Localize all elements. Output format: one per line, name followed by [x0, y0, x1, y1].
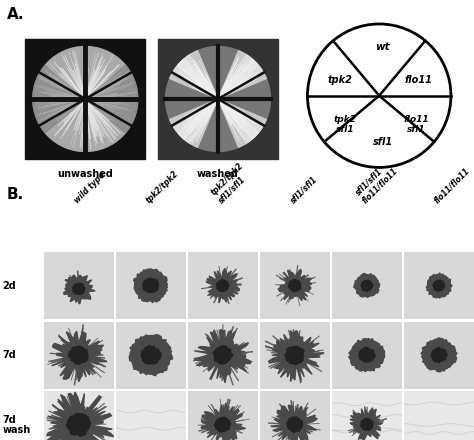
Polygon shape: [361, 280, 373, 291]
Polygon shape: [349, 338, 384, 371]
Polygon shape: [421, 338, 457, 372]
Polygon shape: [52, 331, 107, 382]
Wedge shape: [218, 51, 266, 99]
Wedge shape: [218, 99, 258, 139]
Text: washed: washed: [197, 169, 239, 179]
Wedge shape: [170, 99, 218, 147]
Text: wild type: wild type: [73, 170, 107, 205]
Wedge shape: [174, 99, 218, 143]
Text: flo11: flo11: [405, 75, 433, 85]
Polygon shape: [26, 39, 145, 159]
Text: wt: wt: [375, 42, 390, 52]
Text: sfl1/sfl1: sfl1/sfl1: [289, 174, 319, 205]
Polygon shape: [201, 403, 246, 440]
Text: sfl1: sfl1: [373, 137, 393, 147]
Polygon shape: [361, 418, 373, 430]
Text: tpk2: tpk2: [328, 75, 352, 85]
Polygon shape: [426, 273, 452, 298]
Polygon shape: [287, 417, 303, 433]
Polygon shape: [359, 347, 375, 362]
Polygon shape: [269, 331, 324, 381]
Circle shape: [308, 24, 451, 168]
Text: 2d: 2d: [2, 281, 16, 290]
Polygon shape: [354, 273, 380, 297]
Polygon shape: [129, 335, 173, 376]
Polygon shape: [143, 278, 158, 293]
Wedge shape: [218, 59, 258, 99]
Polygon shape: [158, 39, 278, 159]
Circle shape: [165, 47, 271, 151]
Polygon shape: [216, 279, 228, 292]
Polygon shape: [350, 408, 383, 440]
Wedge shape: [218, 55, 262, 99]
Polygon shape: [206, 268, 239, 303]
Polygon shape: [213, 346, 233, 364]
Polygon shape: [194, 330, 251, 383]
Text: flo11
sfl1: flo11 sfl1: [404, 115, 429, 134]
Wedge shape: [33, 65, 85, 133]
Wedge shape: [85, 65, 138, 133]
Text: A.: A.: [7, 7, 25, 22]
Text: B.: B.: [7, 187, 24, 202]
Wedge shape: [170, 51, 218, 99]
Text: 7d: 7d: [2, 350, 16, 360]
Polygon shape: [289, 280, 301, 292]
Polygon shape: [141, 345, 161, 364]
Polygon shape: [431, 347, 447, 363]
Polygon shape: [64, 275, 95, 304]
Polygon shape: [69, 346, 88, 364]
Text: sfl1/sfl1
flo11/flo11: sfl1/sfl1 flo11/flo11: [353, 158, 400, 205]
Polygon shape: [73, 283, 85, 294]
Text: unwashed: unwashed: [57, 169, 113, 179]
Polygon shape: [285, 346, 304, 364]
Polygon shape: [278, 269, 312, 301]
Circle shape: [33, 47, 138, 151]
Polygon shape: [433, 280, 445, 291]
Polygon shape: [271, 404, 317, 440]
Text: 7d
wash: 7d wash: [2, 414, 31, 435]
Text: tpk2
sfl1: tpk2 sfl1: [333, 115, 356, 134]
Text: flo11/flo11: flo11/flo11: [433, 165, 472, 205]
Text: tpk2/tpk2
sfl1/sfl1: tpk2/tpk2 sfl1/sfl1: [209, 161, 252, 205]
Wedge shape: [174, 55, 218, 99]
Wedge shape: [218, 99, 262, 143]
Polygon shape: [215, 417, 230, 432]
Wedge shape: [178, 99, 218, 139]
Polygon shape: [134, 269, 167, 303]
Wedge shape: [178, 59, 218, 99]
Polygon shape: [46, 392, 114, 440]
Wedge shape: [218, 99, 266, 147]
Text: tpk2/tpk2: tpk2/tpk2: [145, 169, 180, 205]
Polygon shape: [66, 414, 91, 436]
